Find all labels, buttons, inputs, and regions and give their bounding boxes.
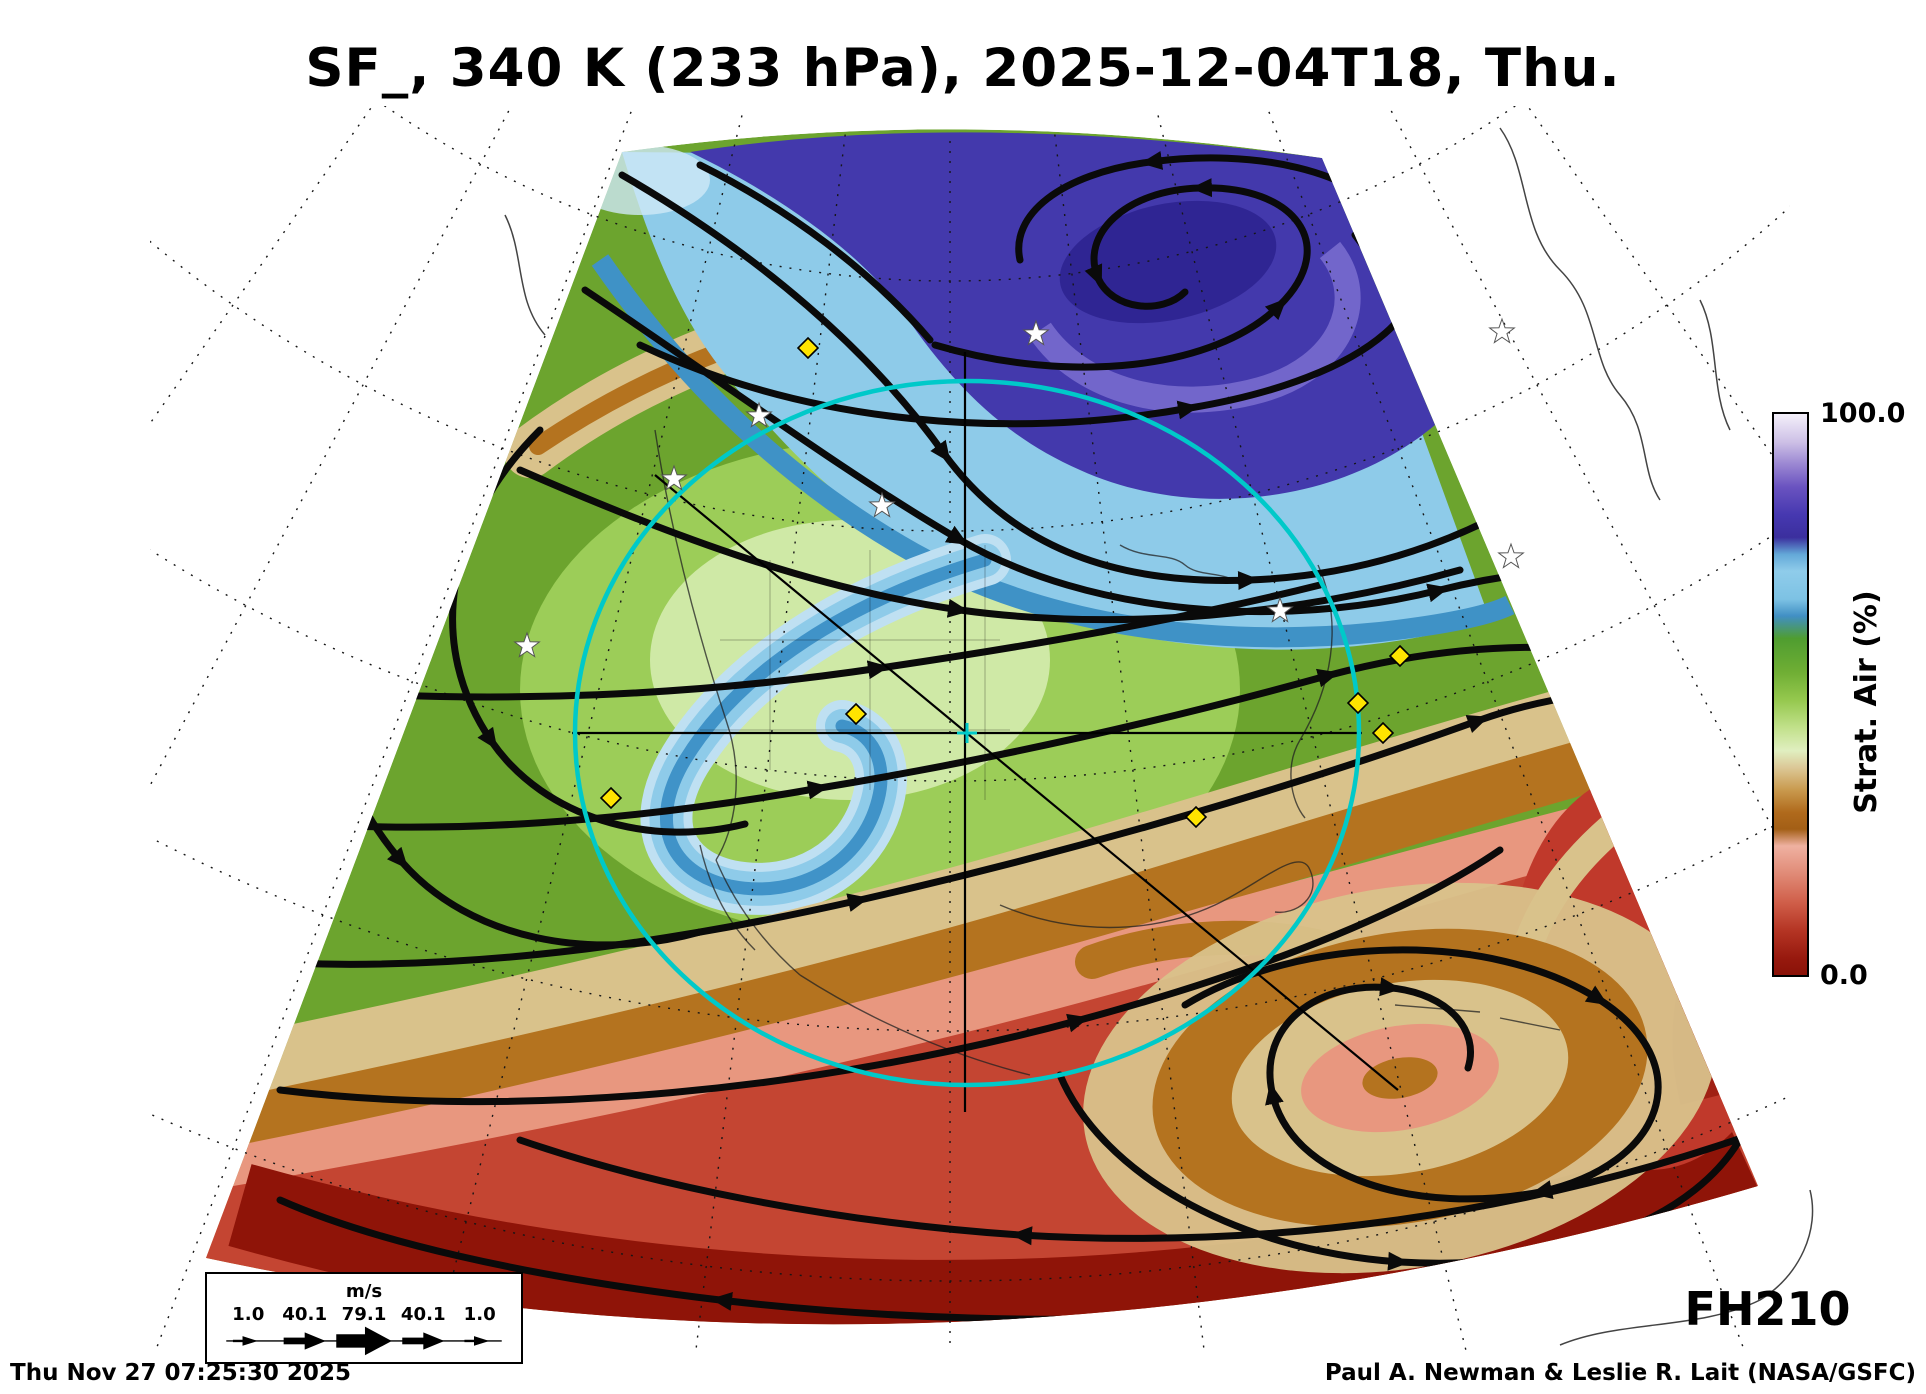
- streamline: [696, 161, 934, 344]
- wind-unit-label: m/s: [346, 1281, 382, 1302]
- outer-coastlines: [504, 127, 1814, 1346]
- wind-value-label: 1.0: [464, 1304, 496, 1325]
- white-star-marker: [1489, 318, 1515, 344]
- wind-value-label: 40.1: [401, 1304, 446, 1325]
- colorbar-title: Strat. Air (%): [1849, 590, 1884, 814]
- streamline: [1056, 1071, 1749, 1271]
- colorbar-gradient: [1772, 412, 1809, 977]
- range-ring-center: [957, 723, 977, 743]
- wind-value-label: 1.0: [232, 1304, 264, 1325]
- page-title: SF_, 340 K (233 hPa), 2025-12-04T18, Thu…: [305, 38, 1621, 99]
- generated-timestamp: Thu Nov 27 07:25:30 2025: [10, 1360, 351, 1386]
- colorbar-min-label: 0.0: [1820, 960, 1868, 991]
- range-ring: [572, 378, 1362, 1088]
- wind-speed-legend: m/s 1.0 40.1 79.1 40.1 1.0: [205, 1272, 523, 1364]
- wind-value-label: 79.1: [342, 1304, 387, 1325]
- wind-legend-canvas: m/s 1.0 40.1 79.1 40.1 1.0: [226, 1281, 502, 1356]
- streamline: [1181, 946, 1662, 1203]
- white-star-marker: [1498, 543, 1524, 569]
- forecast-hour-label: FH210: [1684, 1282, 1851, 1336]
- streamline: [276, 846, 1504, 1106]
- wind-value-label: 40.1: [282, 1304, 327, 1325]
- credit-text: Paul A. Newman & Leslie R. Lait (NASA/GS…: [1324, 1360, 1916, 1386]
- strat-air-field: [206, 129, 1758, 1325]
- wind-arrow-glyphs: [232, 1326, 490, 1356]
- streamline: [516, 466, 1464, 624]
- colorbar-max-label: 100.0: [1820, 398, 1906, 429]
